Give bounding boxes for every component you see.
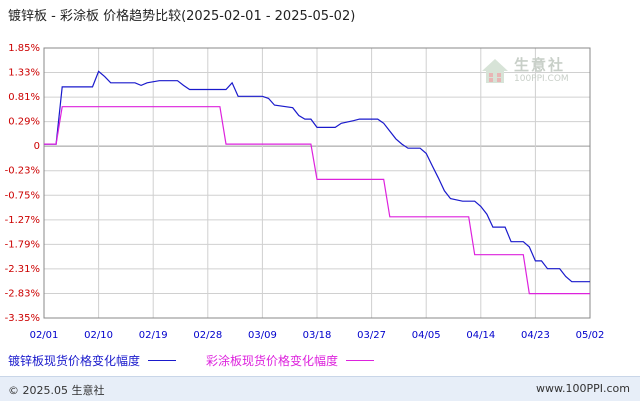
- x-tick-label: 02/28: [193, 330, 222, 341]
- legend-swatch: [148, 360, 177, 361]
- house-logo-icon: [482, 59, 508, 83]
- x-tick-label: 05/02: [576, 330, 605, 341]
- y-tick-label: -3.35%: [5, 313, 40, 324]
- y-tick-label: -0.23%: [5, 166, 40, 177]
- footer-website-link[interactable]: www.100PPI.com: [536, 382, 630, 395]
- footer-bar: © 2025.05 生意社 www.100PPI.com: [0, 376, 640, 401]
- y-tick-label: -1.27%: [5, 215, 40, 226]
- legend-label: 镀锌板现货价格变化幅度: [8, 354, 141, 368]
- y-tick-label: 1.85%: [8, 43, 40, 54]
- y-tick-label: -1.79%: [5, 239, 40, 250]
- legend-item-series-2: 彩涂板现货价格变化幅度: [206, 352, 375, 369]
- y-tick-label: 1.33%: [8, 68, 40, 79]
- x-tick-label: 04/14: [466, 330, 495, 341]
- y-tick-label: 0.81%: [8, 92, 40, 103]
- chart-title: 镀锌板 - 彩涂板 价格趋势比较(2025-02-01 - 2025-05-02…: [8, 9, 356, 24]
- y-tick-label: 0.29%: [8, 117, 40, 128]
- chart-plot: 1.85% 1.33% 0.81% 0.29% 0 -0.23% -0.75% -1.27% -…: [5, 43, 605, 341]
- chart-legend: 镀锌板现货价格变化幅度 彩涂板现货价格变化幅度: [8, 352, 390, 369]
- series-line-2: [44, 106, 590, 295]
- y-tick-label: -2.83%: [5, 288, 40, 299]
- x-tick-label: 02/01: [30, 330, 59, 341]
- watermark-url: 100PPI.COM: [514, 74, 569, 84]
- x-tick-label: 02/10: [84, 330, 113, 341]
- watermark-logo: 生意社 100PPI.COM: [480, 52, 580, 96]
- watermark-name: 生意社: [514, 56, 566, 74]
- plot-border: [43, 47, 591, 319]
- x-tick-label: 04/05: [412, 330, 441, 341]
- axis-layer: [43, 47, 591, 319]
- tick-layer: 1.85% 1.33% 0.81% 0.29% 0 -0.23% -0.75% -1.27% -…: [5, 43, 605, 341]
- legend-item-series-1: 镀锌板现货价格变化幅度: [8, 352, 177, 369]
- y-tick-label: -2.31%: [5, 264, 40, 275]
- series-line-1: [44, 70, 590, 283]
- x-tick-label: 03/27: [357, 330, 386, 341]
- legend-label: 彩涂板现货价格变化幅度: [206, 354, 339, 368]
- footer-copyright: © 2025.05 生意社: [8, 384, 105, 397]
- x-tick-label: 04/23: [521, 330, 550, 341]
- x-tick-label: 03/18: [303, 330, 332, 341]
- series-layer: [44, 70, 590, 295]
- y-tick-label: 0: [34, 141, 40, 152]
- y-tick-label: -0.75%: [5, 190, 40, 201]
- x-tick-label: 02/19: [139, 330, 168, 341]
- legend-swatch: [346, 360, 375, 361]
- x-tick-label: 03/09: [248, 330, 277, 341]
